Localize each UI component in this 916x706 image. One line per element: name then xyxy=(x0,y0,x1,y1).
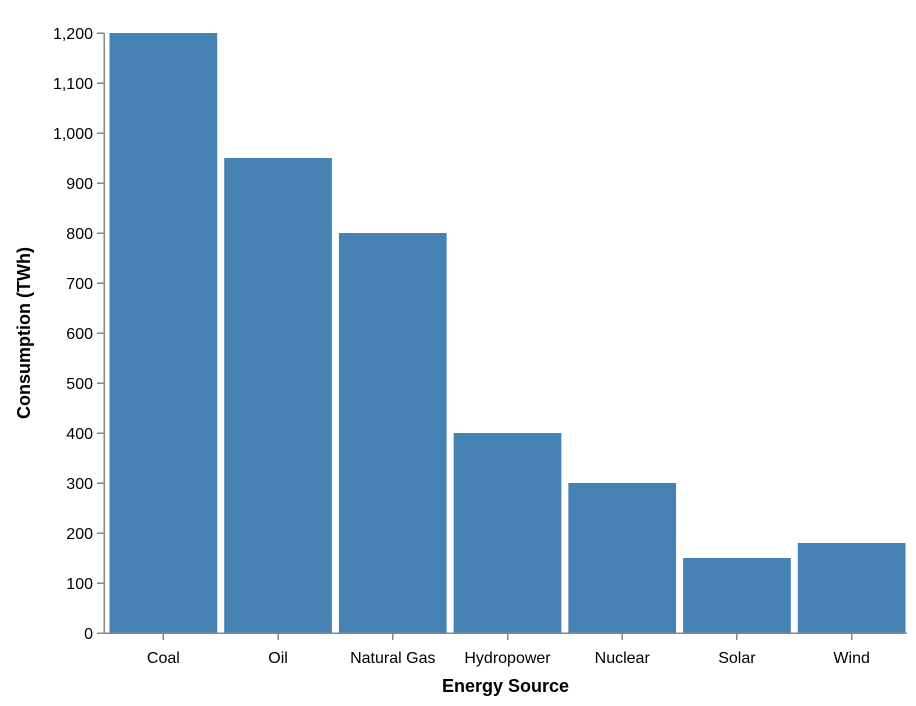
x-axis-title: Energy Source xyxy=(442,676,569,696)
bars-group xyxy=(109,33,906,633)
bar-wind xyxy=(797,543,906,633)
y-tick-label: 300 xyxy=(66,476,93,493)
y-tick-label: 1,100 xyxy=(53,76,93,93)
x-axis-ticks: Coal Oil Natural Gas Hydropower Nuclear Solar… xyxy=(147,633,870,667)
bar-oil xyxy=(224,158,332,633)
bar-natural-gas xyxy=(338,233,447,633)
y-tick-label: 500 xyxy=(66,376,93,393)
bar-nuclear xyxy=(568,483,677,633)
x-tick-label: Nuclear xyxy=(595,650,651,667)
y-tick-label: 1,000 xyxy=(53,126,93,143)
x-tick-label: Natural Gas xyxy=(350,650,435,667)
x-tick-label: Coal xyxy=(147,650,180,667)
x-tick-label: Oil xyxy=(268,650,288,667)
y-tick-label: 900 xyxy=(66,176,93,193)
y-tick-label: 400 xyxy=(66,426,93,443)
y-tick-label: 100 xyxy=(66,576,93,593)
y-tick-label: 700 xyxy=(66,276,93,293)
y-tick-label: 800 xyxy=(66,226,93,243)
y-tick-label: 600 xyxy=(66,326,93,343)
y-tick-label: 1,200 xyxy=(53,26,93,43)
y-tick-label: 0 xyxy=(84,626,93,643)
bar-solar xyxy=(683,558,791,633)
x-tick-label: Hydropower xyxy=(464,650,551,667)
x-tick-label: Solar xyxy=(718,650,756,667)
bar-hydropower xyxy=(453,433,562,633)
y-axis-title: Consumption (TWh) xyxy=(14,247,34,419)
bar-coal xyxy=(109,33,218,633)
y-axis-ticks: 0 100 200 300 400 500 600 700 800 900 1,000 1,100 1,… xyxy=(53,26,104,643)
x-tick-label: Wind xyxy=(833,650,869,667)
y-tick-label: 200 xyxy=(66,526,93,543)
